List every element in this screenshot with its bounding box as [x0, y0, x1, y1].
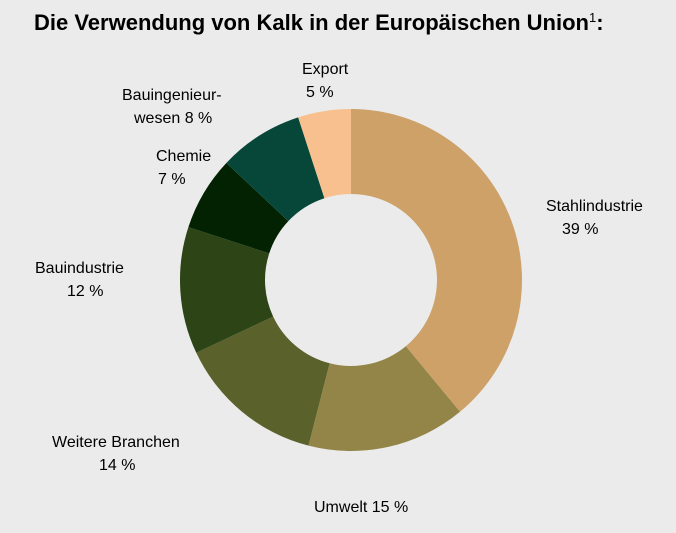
slice-weitere-branchen — [196, 316, 330, 446]
slice-umwelt — [308, 346, 460, 451]
slice-value: 14 % — [99, 457, 136, 474]
slice-export — [298, 109, 351, 199]
title-colon: : — [596, 10, 604, 35]
slice-label: Weitere Branchen — [52, 434, 180, 451]
slice-value: wesen 8 % — [134, 110, 213, 127]
slice-value: 7 % — [158, 171, 186, 188]
label-bauingenieurwesen: Bauingenieur-wesen 8 % — [122, 84, 222, 130]
slice-label: Umwelt 15 % — [314, 499, 409, 516]
slice-bauingenieur — [226, 117, 325, 222]
slice-label: Bauindustrie — [35, 260, 124, 277]
label-chemie: Chemie 7 % — [156, 145, 211, 191]
slice-label: Chemie — [156, 148, 212, 165]
label-export: Export 5 % — [302, 58, 348, 104]
slice-chemie — [188, 162, 289, 254]
slice-value: 12 % — [67, 283, 104, 300]
slice-stahlindustrie — [351, 109, 523, 412]
slice-bauindustrie — [180, 227, 274, 353]
label-stahlindustrie: Stahlindustrie 39 % — [546, 195, 643, 241]
slice-label: Bauingenieur- — [122, 87, 222, 104]
label-bauindustrie: Bauindustrie 12 % — [35, 257, 124, 303]
label-weitere-branchen: Weitere Branchen 14 % — [52, 431, 180, 477]
slice-label: Stahlindustrie — [546, 198, 643, 215]
chart-title: Die Verwendung von Kalk in der Europäisc… — [34, 10, 604, 36]
slice-value: 39 % — [562, 221, 599, 238]
slice-label: Export — [302, 61, 349, 78]
title-text: Die Verwendung von Kalk in der Europäisc… — [34, 10, 589, 35]
slice-value: 5 % — [306, 84, 334, 101]
label-umwelt: Umwelt 15 % — [314, 496, 408, 519]
footnote-marker: 1 — [588, 10, 597, 25]
